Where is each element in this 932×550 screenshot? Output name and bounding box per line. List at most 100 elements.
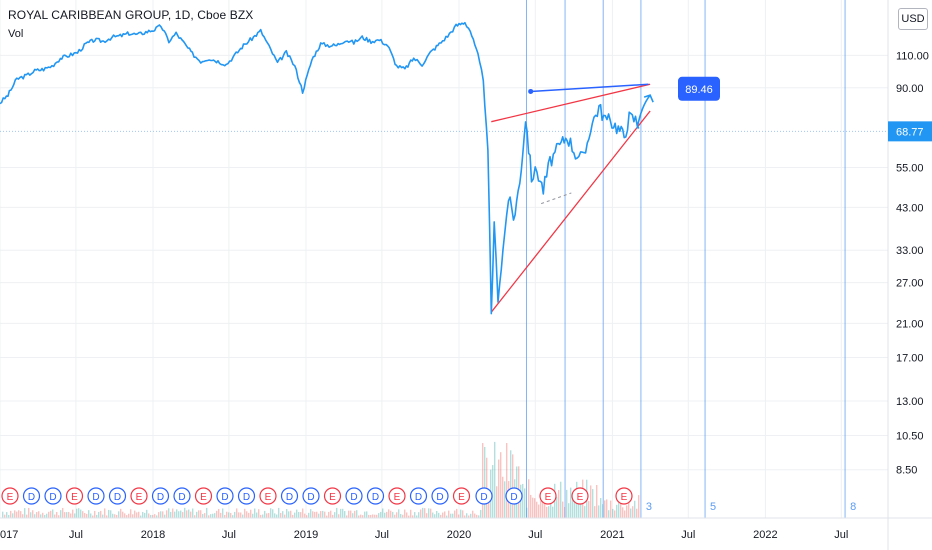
volume-bar bbox=[452, 513, 454, 518]
price-tick-label: 17.00 bbox=[896, 353, 924, 365]
volume-bar bbox=[120, 508, 122, 518]
volume-bar bbox=[388, 509, 390, 518]
volume-bar bbox=[610, 500, 612, 518]
volume-bar bbox=[138, 511, 140, 518]
volume-bar bbox=[104, 508, 106, 518]
volume-bar bbox=[272, 509, 274, 518]
volume-bars bbox=[2, 441, 640, 518]
earnings-marker-label: E bbox=[458, 492, 465, 503]
volume-bar bbox=[636, 508, 638, 518]
volume-bar bbox=[330, 510, 332, 518]
volume-bar bbox=[166, 510, 168, 518]
volume-bar bbox=[352, 513, 354, 518]
volume-bar bbox=[414, 512, 416, 518]
volume-bar bbox=[246, 511, 248, 518]
price-axis[interactable]: 110.00 90.00 55.00 43.00 33.00 27.00 21.00 17.0… bbox=[887, 0, 932, 550]
volume-bar bbox=[10, 510, 12, 518]
volume-bar bbox=[94, 510, 96, 518]
volume-bar bbox=[466, 513, 468, 518]
price-series: 89.46 bbox=[0, 21, 720, 315]
volume-bar bbox=[376, 514, 378, 518]
volume-bar bbox=[530, 494, 532, 518]
earnings-marker-label: E bbox=[621, 492, 628, 503]
volume-bar bbox=[480, 509, 482, 518]
volume-bar bbox=[522, 483, 524, 518]
volume-bar bbox=[6, 512, 8, 518]
volume-bar bbox=[56, 511, 58, 518]
volume-bar bbox=[552, 506, 554, 518]
time-tick-label: 017 bbox=[0, 529, 18, 541]
volume-bar bbox=[280, 512, 282, 518]
volume-bar bbox=[612, 508, 614, 518]
currency-button[interactable]: USD bbox=[898, 8, 928, 30]
price-tick-label: 33.00 bbox=[896, 245, 924, 257]
dividend-marker bbox=[108, 487, 127, 505]
volume-bar bbox=[334, 512, 336, 518]
volume-bar bbox=[90, 513, 92, 518]
volume-bar bbox=[192, 508, 194, 518]
volume-bar bbox=[202, 513, 204, 518]
symbol-title: ROYAL CARIBBEAN GROUP, 1D, Cboe BZX bbox=[8, 8, 254, 22]
volume-bar bbox=[568, 503, 570, 518]
volume-bar bbox=[226, 511, 228, 518]
volume-bar bbox=[126, 515, 128, 518]
volume-bar bbox=[128, 513, 130, 518]
earnings-marker bbox=[539, 487, 557, 505]
volume-bar bbox=[212, 513, 214, 518]
volume-bar bbox=[206, 507, 208, 518]
target-price-label: 89.46 bbox=[685, 84, 713, 96]
volume-bar bbox=[302, 508, 304, 518]
volume-bar bbox=[102, 514, 104, 518]
volume-bar bbox=[314, 511, 316, 518]
dividend-marker bbox=[302, 487, 320, 505]
volume-bar bbox=[184, 507, 186, 518]
volume-bar bbox=[336, 507, 338, 518]
volume-bar bbox=[54, 514, 56, 518]
trend-drawings bbox=[490, 83, 651, 313]
volume-bar bbox=[342, 508, 344, 518]
volume-bar bbox=[92, 515, 94, 518]
volume-bar bbox=[400, 513, 402, 518]
volume-bar bbox=[536, 501, 538, 518]
volume-bar bbox=[294, 512, 296, 518]
volume-bar bbox=[496, 486, 498, 518]
volume-bar bbox=[556, 496, 558, 518]
volume-bar bbox=[584, 506, 586, 518]
volume-bar bbox=[292, 514, 294, 518]
earnings-marker bbox=[388, 487, 406, 505]
volume-bar bbox=[276, 514, 278, 518]
volume-bar bbox=[542, 498, 544, 518]
volume-bar bbox=[454, 510, 456, 518]
price-tick-label: 13.00 bbox=[896, 396, 924, 408]
current-price-badge bbox=[888, 121, 932, 142]
volume-bar bbox=[592, 489, 594, 518]
dividend-marker bbox=[173, 487, 191, 505]
volume-bar bbox=[170, 511, 172, 518]
volume-bar bbox=[384, 512, 386, 518]
volume-bar bbox=[538, 504, 540, 518]
volume-bar bbox=[38, 511, 40, 518]
time-axis[interactable]: 017 Jul 2018 Jul 2019 Jul 2020 Jul 2021 Jul 2022 Ju… bbox=[0, 517, 932, 541]
volume-bar bbox=[194, 515, 196, 518]
volume-bar bbox=[180, 510, 182, 518]
volume-bar bbox=[162, 511, 164, 518]
volume-bar bbox=[424, 508, 426, 518]
volume-bar bbox=[118, 511, 120, 518]
target-price-box bbox=[678, 76, 720, 101]
volume-bar bbox=[96, 514, 98, 518]
dividend-marker-label: D bbox=[480, 492, 487, 503]
volume-bar bbox=[290, 510, 292, 518]
earnings-marker bbox=[65, 487, 84, 505]
volume-bar bbox=[362, 515, 364, 518]
volume-bar bbox=[394, 514, 396, 518]
earnings-marker bbox=[323, 487, 342, 505]
volume-bar bbox=[16, 511, 18, 518]
volume-bar bbox=[58, 515, 60, 518]
volume-bar bbox=[108, 509, 110, 518]
volume-bar bbox=[432, 512, 434, 518]
volume-bar bbox=[566, 489, 568, 518]
dividend-marker-label: D bbox=[157, 492, 164, 503]
dividend-marker-label: D bbox=[372, 492, 379, 503]
dividend-marker bbox=[345, 487, 363, 505]
